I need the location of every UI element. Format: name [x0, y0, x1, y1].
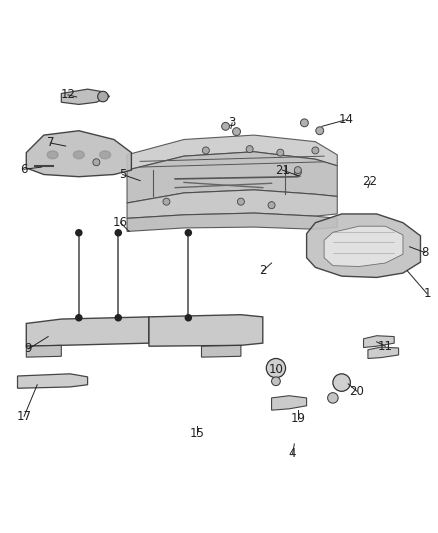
- Circle shape: [266, 359, 286, 378]
- Polygon shape: [364, 336, 394, 348]
- Text: 5: 5: [119, 168, 126, 181]
- Polygon shape: [127, 190, 337, 219]
- Polygon shape: [61, 89, 110, 104]
- Text: 8: 8: [421, 246, 428, 259]
- Circle shape: [237, 198, 244, 205]
- Text: 22: 22: [363, 175, 378, 188]
- Text: 1: 1: [423, 287, 431, 300]
- Circle shape: [115, 230, 121, 236]
- Text: 17: 17: [17, 410, 32, 423]
- Polygon shape: [307, 214, 420, 278]
- Circle shape: [93, 159, 100, 166]
- Circle shape: [202, 147, 209, 154]
- Ellipse shape: [47, 151, 58, 159]
- Circle shape: [316, 127, 324, 135]
- Text: 19: 19: [290, 413, 305, 425]
- Ellipse shape: [74, 151, 84, 159]
- Text: 15: 15: [190, 427, 205, 440]
- Polygon shape: [127, 213, 337, 231]
- Circle shape: [246, 146, 253, 152]
- Circle shape: [272, 377, 280, 386]
- Polygon shape: [368, 347, 399, 359]
- Text: 12: 12: [60, 88, 75, 101]
- Text: 6: 6: [20, 163, 28, 176]
- Circle shape: [300, 119, 308, 127]
- Text: 20: 20: [350, 385, 364, 398]
- Polygon shape: [127, 135, 337, 170]
- Text: 9: 9: [25, 342, 32, 356]
- Text: 4: 4: [289, 448, 297, 461]
- Text: 14: 14: [339, 114, 353, 126]
- Text: 11: 11: [378, 340, 393, 353]
- Circle shape: [333, 374, 350, 391]
- Circle shape: [277, 149, 284, 156]
- Circle shape: [115, 314, 121, 321]
- Polygon shape: [26, 345, 61, 357]
- Polygon shape: [26, 317, 149, 346]
- Circle shape: [185, 230, 191, 236]
- Polygon shape: [127, 152, 337, 203]
- Text: 10: 10: [268, 363, 283, 376]
- Polygon shape: [272, 395, 307, 410]
- Circle shape: [98, 91, 108, 102]
- Text: 2: 2: [259, 264, 267, 277]
- Text: 7: 7: [46, 136, 54, 149]
- Circle shape: [76, 314, 82, 321]
- Circle shape: [268, 201, 275, 209]
- Polygon shape: [324, 226, 403, 266]
- Circle shape: [185, 314, 191, 321]
- Text: 21: 21: [275, 164, 290, 176]
- Polygon shape: [149, 314, 263, 346]
- Circle shape: [233, 128, 240, 135]
- Circle shape: [222, 123, 230, 130]
- Circle shape: [163, 198, 170, 205]
- Circle shape: [328, 393, 338, 403]
- Circle shape: [294, 169, 301, 176]
- Circle shape: [294, 167, 301, 174]
- Polygon shape: [201, 345, 241, 357]
- Polygon shape: [18, 374, 88, 388]
- Circle shape: [76, 230, 82, 236]
- Circle shape: [312, 147, 319, 154]
- Text: 3: 3: [229, 116, 236, 130]
- Polygon shape: [26, 131, 131, 177]
- Text: 16: 16: [113, 216, 128, 229]
- Ellipse shape: [99, 151, 110, 159]
